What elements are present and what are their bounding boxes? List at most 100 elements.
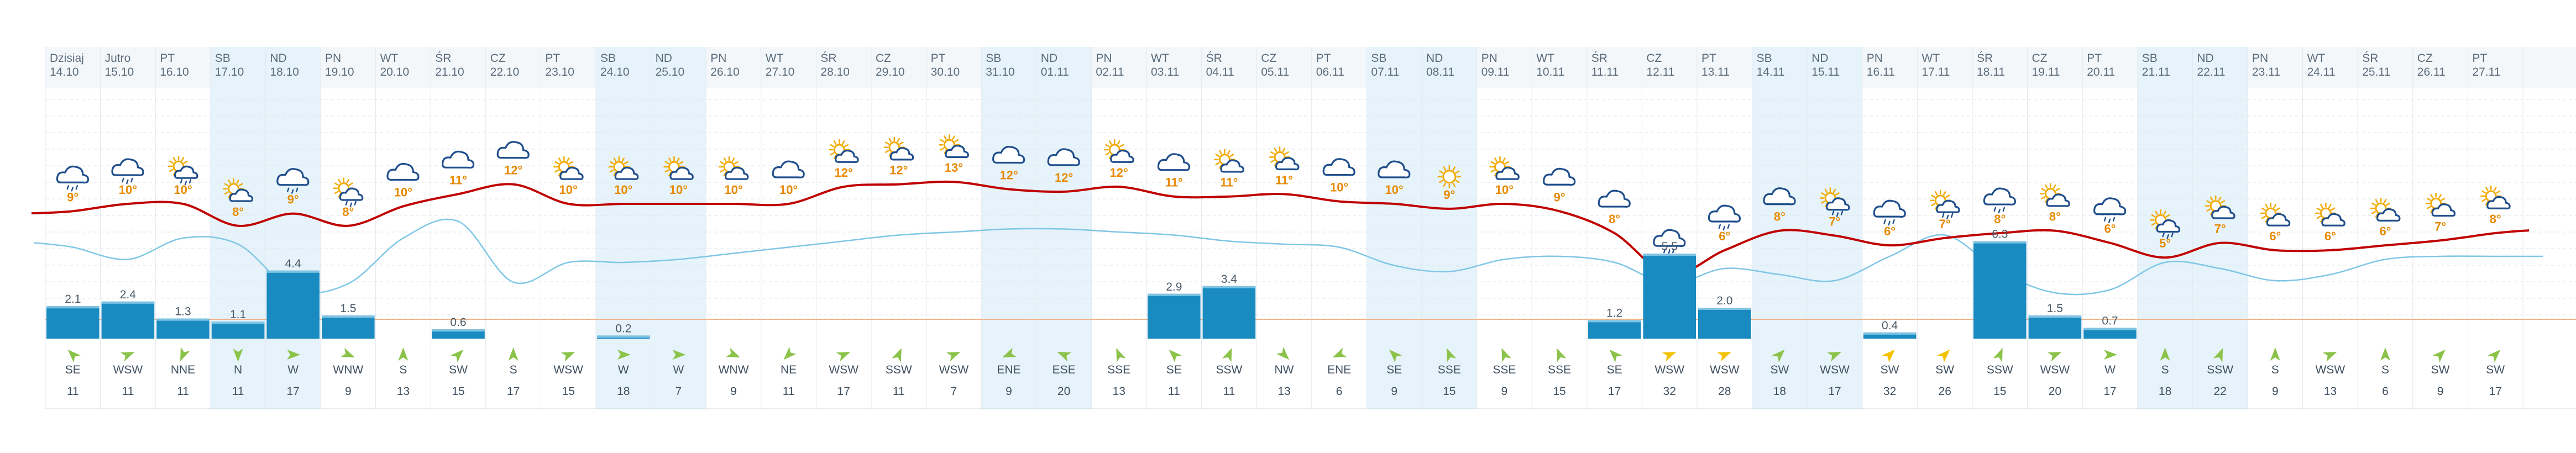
weekend-shade <box>1752 47 1808 409</box>
day-date-label: 17.10 <box>215 66 244 78</box>
day-date-label: 24.11 <box>2307 66 2336 78</box>
day-date-label: 15.10 <box>105 66 134 78</box>
cloud-shape <box>2321 213 2345 227</box>
sun-ray <box>1270 151 1275 155</box>
sun-ray <box>679 161 684 165</box>
day-name-label: ND <box>1426 52 1443 65</box>
wind-speed-label: 11 <box>783 385 795 398</box>
precipitation-label: 1.1 <box>230 308 246 321</box>
precipitation-bar <box>322 315 375 339</box>
sun-ray <box>833 140 837 145</box>
precipitation-bar <box>211 322 265 339</box>
rain-drop <box>2112 217 2116 222</box>
wind-arrow-icon <box>1993 347 2003 362</box>
wind-arrow-icon <box>2380 347 2390 361</box>
cloud-shape <box>1495 166 1520 180</box>
wind-direction-label: SSW <box>1216 364 1242 376</box>
temperature-label: 7° <box>2434 219 2446 233</box>
day-date-label: 19.11 <box>2032 66 2060 78</box>
sun-cloud-icon <box>828 139 859 164</box>
rain-drop <box>75 185 78 190</box>
sun-ray <box>2481 190 2486 194</box>
wind-speed-label: 15 <box>1443 385 1455 398</box>
wind-direction-label: SE <box>1166 364 1182 376</box>
temperature-label: 9° <box>287 193 299 207</box>
rain-drop <box>126 179 129 185</box>
day-name-label: ND <box>1811 52 1828 65</box>
cloud-shape <box>56 165 89 184</box>
sun-ray <box>1931 203 1936 207</box>
rain-drop <box>2103 217 2107 222</box>
weekend-shade <box>1807 47 1862 409</box>
sun-ray <box>2493 187 2497 191</box>
temperature-label: 10° <box>779 183 798 197</box>
temperature-label: 10° <box>394 185 412 199</box>
wind-arrow-icon <box>1717 352 1731 362</box>
day-name-label: CZ <box>2032 52 2048 65</box>
precipitation-bar <box>1698 308 1751 339</box>
wind-arrow-icon <box>1169 349 1182 363</box>
cloud-icon <box>992 146 1025 164</box>
day-name-label: PN <box>1481 52 1498 65</box>
temperature-label: 11° <box>1165 176 1183 189</box>
sun-ray <box>884 150 889 153</box>
sun-ray <box>720 169 724 173</box>
day-name-label: PT <box>2087 52 2102 65</box>
precipitation-label: 0.6 <box>450 316 466 329</box>
sun-ray <box>346 178 350 183</box>
day-name-label: SB <box>986 52 1001 65</box>
day-date-label: 24.10 <box>600 66 630 78</box>
sun-ray <box>1945 194 1950 198</box>
wind-speed-label: 6 <box>2382 385 2389 398</box>
sun-ray <box>2041 196 2046 199</box>
day-date-label: 26.10 <box>710 66 740 78</box>
sun-ray <box>1931 194 1936 198</box>
wind-direction-label: SSE <box>1438 364 1461 376</box>
day-name-label: ŚR <box>435 51 451 65</box>
wind-speed-label: 7 <box>676 385 682 398</box>
cloud-icon <box>1157 153 1190 171</box>
precipitation-label: 5.5 <box>1662 240 1678 253</box>
rain-drop <box>1836 212 1839 217</box>
rain-drop <box>1883 219 1886 224</box>
wind-speed-label: 18 <box>1773 385 1786 398</box>
wind-direction-label: SW <box>1935 364 1954 376</box>
sun-ray <box>169 168 174 172</box>
rain-drop <box>345 201 348 206</box>
cloud-icon <box>386 162 420 181</box>
sun-cloud-icon <box>1489 156 1520 180</box>
wind-speed-label: 17 <box>2103 385 2116 398</box>
temperature-label: 10° <box>614 183 632 197</box>
wind-arrow-icon <box>783 346 797 360</box>
wind-arrow-icon <box>1827 352 1842 362</box>
sun-ray <box>1229 154 1234 157</box>
sun-cloud-rain-icon <box>333 177 364 207</box>
wind-arrow-icon <box>946 352 961 362</box>
cloud-shape <box>1157 153 1190 171</box>
wind-arrow-icon <box>450 349 464 363</box>
sun-cloud-icon <box>608 156 639 180</box>
temperature-label: 12° <box>835 166 853 180</box>
temperature-label: 11° <box>1220 176 1238 189</box>
cloud-shape <box>2266 213 2291 227</box>
wind-arrow-icon <box>1501 347 1511 362</box>
day-date-label: 29.10 <box>876 66 905 78</box>
weekend-shade <box>1422 47 1477 409</box>
sun-ray <box>668 157 672 162</box>
cloud-icon <box>1543 167 1576 186</box>
sun-cloud-icon <box>939 134 969 159</box>
sun-ray <box>334 182 339 186</box>
rain-drop <box>291 189 294 194</box>
temperature-label: 10° <box>724 183 742 197</box>
day-date-label: 06.11 <box>1316 66 1344 78</box>
sun-ray <box>1274 148 1277 152</box>
sun-ray <box>723 157 727 162</box>
temperature-label: 7° <box>1939 217 1951 231</box>
sun-ray <box>1439 170 1443 174</box>
wind-direction-label: NW <box>1275 364 1294 376</box>
cloud-shape <box>1322 158 1355 176</box>
sun-ray <box>833 155 837 159</box>
cloud-icon <box>1378 160 1411 178</box>
precipitation-bar-cap <box>1643 254 1696 256</box>
precipitation-bar-cap <box>597 335 650 338</box>
